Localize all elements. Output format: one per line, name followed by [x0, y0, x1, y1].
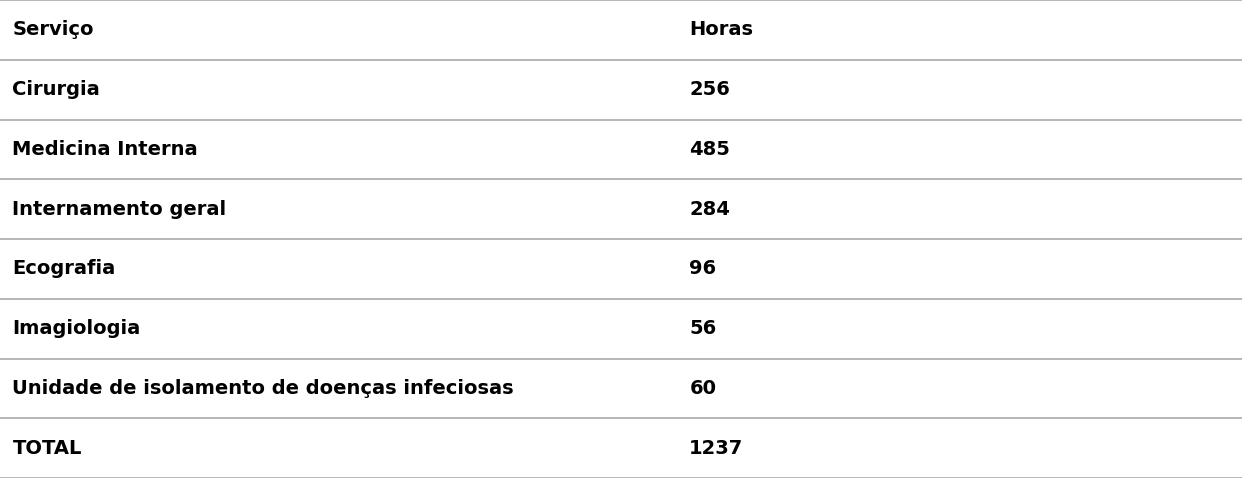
Text: Medicina Interna: Medicina Interna — [12, 140, 197, 159]
Text: Internamento geral: Internamento geral — [12, 200, 226, 218]
Text: 485: 485 — [689, 140, 730, 159]
Text: Unidade de isolamento de doenças infeciosas: Unidade de isolamento de doenças infecio… — [12, 379, 514, 398]
Text: Horas: Horas — [689, 21, 754, 39]
Text: 1237: 1237 — [689, 439, 744, 457]
Text: Cirurgia: Cirurgia — [12, 80, 101, 99]
Text: 284: 284 — [689, 200, 730, 218]
Text: 60: 60 — [689, 379, 717, 398]
Text: TOTAL: TOTAL — [12, 439, 82, 457]
Text: Ecografia: Ecografia — [12, 260, 116, 278]
Text: 256: 256 — [689, 80, 730, 99]
Text: 96: 96 — [689, 260, 717, 278]
Text: 56: 56 — [689, 319, 717, 338]
Text: Imagiologia: Imagiologia — [12, 319, 140, 338]
Text: Serviço: Serviço — [12, 21, 94, 39]
